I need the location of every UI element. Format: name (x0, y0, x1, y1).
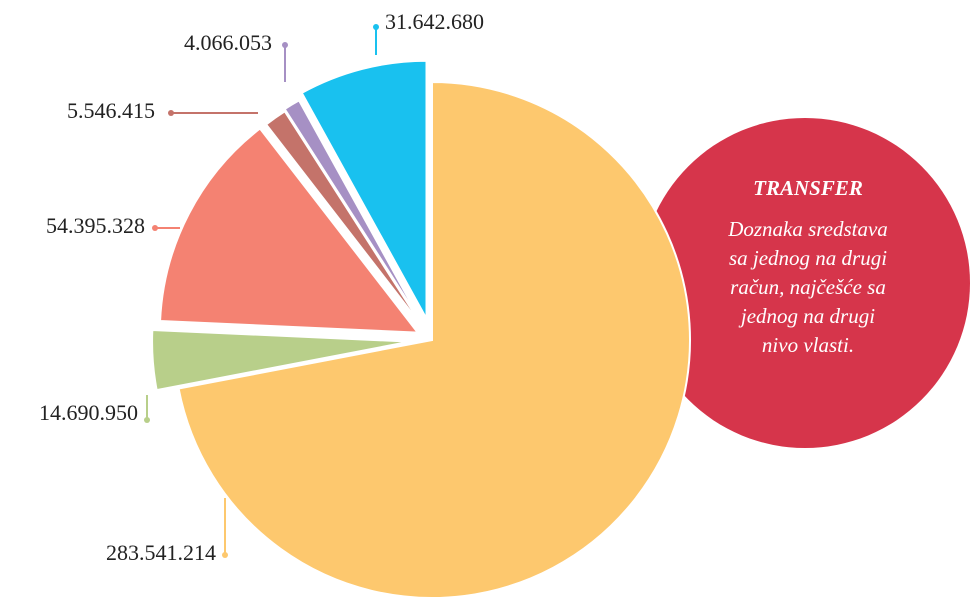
value-label: 14.690.950 (39, 400, 138, 425)
leader-dot (222, 552, 228, 558)
leader-dot (152, 225, 158, 231)
leader-dot (168, 110, 174, 116)
callout-circle (640, 118, 970, 448)
value-label: 31.642.680 (385, 9, 484, 34)
leader-dot (373, 24, 379, 30)
value-label: 5.546.415 (67, 98, 155, 123)
leader-dot (282, 42, 288, 48)
value-label: 283.541.214 (106, 540, 216, 565)
pie-slice (264, 109, 425, 330)
callout-text: jednog na drugi (738, 304, 875, 328)
pie (151, 59, 691, 599)
pie-slice (151, 328, 411, 392)
value-label: 54.395.328 (46, 213, 145, 238)
callout-text: račun, najčešće sa (730, 275, 886, 299)
pie-slice (159, 127, 420, 334)
leader-dot (144, 417, 150, 423)
labels: 283.541.214 14.690.950 54.395.328 5.546.415… (39, 9, 484, 565)
callout-text: nivo vlasti. (762, 333, 854, 357)
callout-text: sa jednog na drugi (729, 246, 887, 270)
callout-title: TRANSFER (753, 176, 863, 200)
callout-text: Doznaka sredstava (727, 217, 888, 241)
value-label: 4.066.053 (184, 30, 272, 55)
pie-slice (283, 99, 425, 327)
pie-slice (300, 59, 428, 320)
pie-slice (177, 80, 691, 599)
